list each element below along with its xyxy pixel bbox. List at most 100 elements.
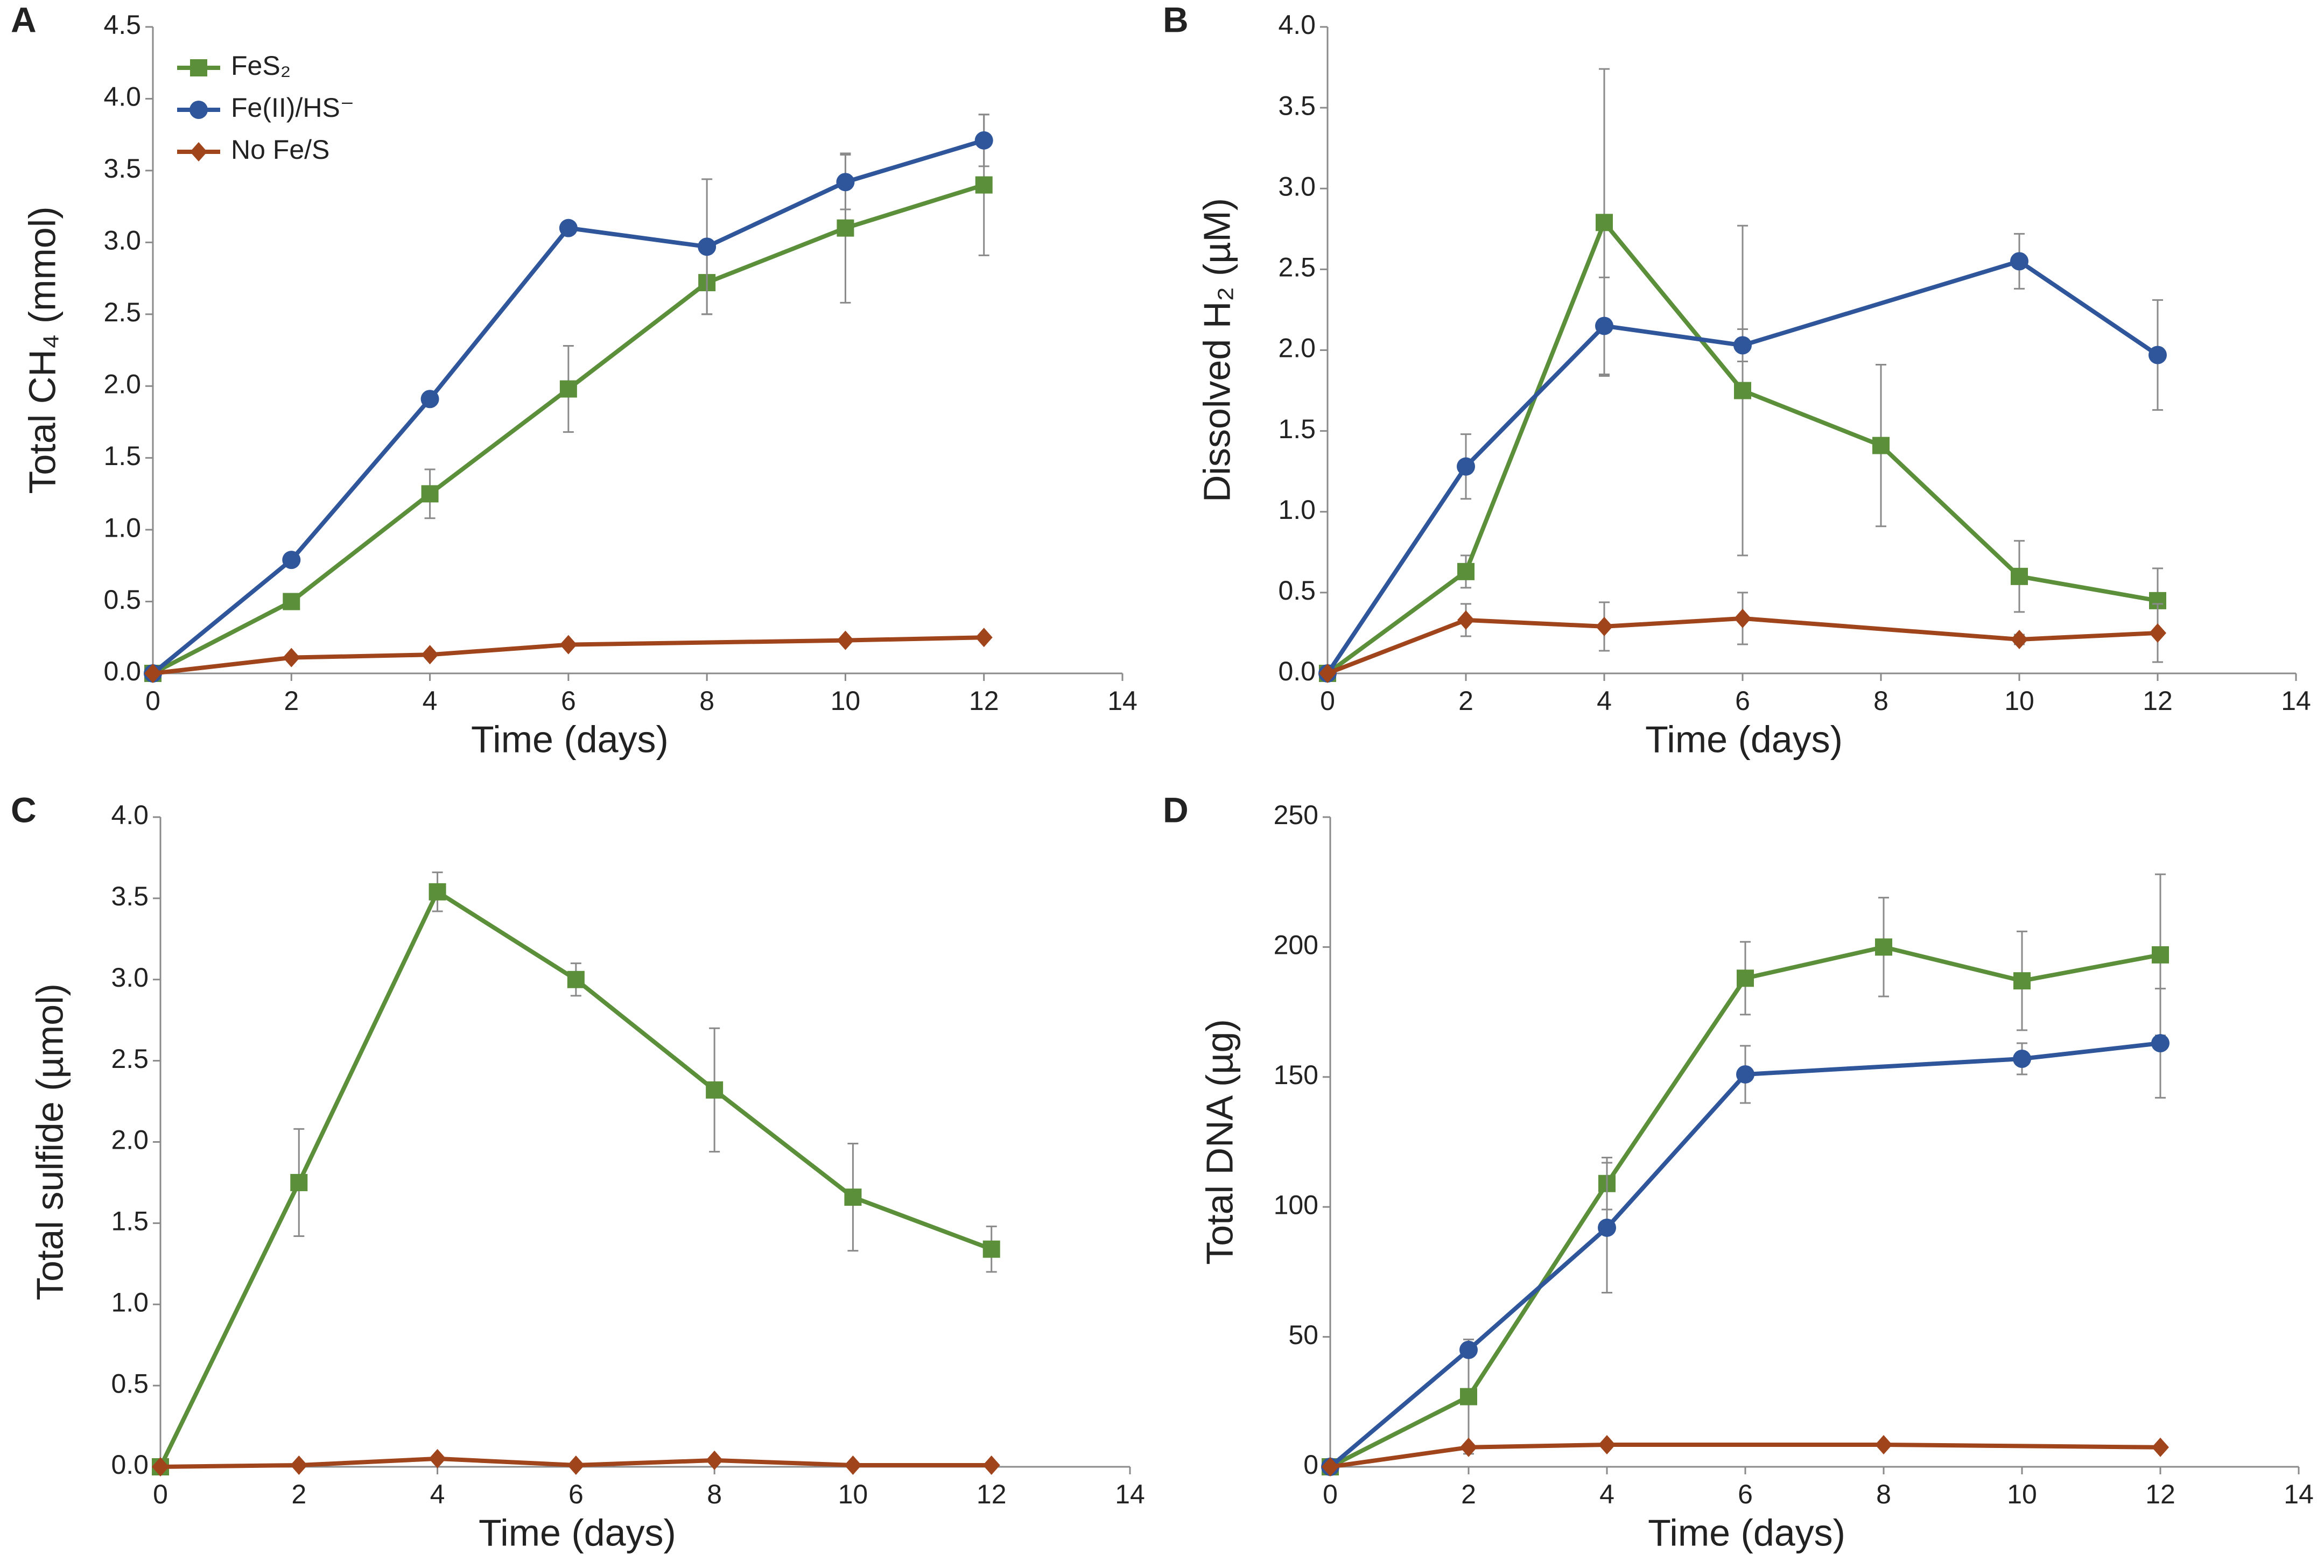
panel-label: B [1163,0,1189,39]
y-axis-title: Total CH₄ (mmol) [21,206,63,494]
y-tick-label: 3.5 [103,153,141,184]
x-tick-label: 6 [568,1479,584,1509]
marker [559,635,577,655]
marker [1595,317,1613,335]
x-tick-label: 0 [145,686,160,716]
marker [836,173,855,192]
marker [1734,382,1751,399]
marker [1322,1457,1339,1476]
marker [2151,1034,2169,1053]
x-tick-label: 8 [1876,1479,1891,1509]
marker [1596,214,1613,231]
y-tick-label: 150 [1274,1060,1318,1090]
marker [982,1455,1000,1475]
y-tick-label: 1.0 [103,512,141,543]
x-tick-label: 4 [423,686,438,716]
legend-marker [189,101,208,119]
x-tick-label: 4 [430,1479,445,1509]
y-tick-label: 2.5 [111,1044,149,1074]
x-tick-label: 10 [2004,686,2034,716]
y-tick-label: 2.0 [103,369,141,399]
y-tick-label: 2.5 [1278,252,1316,283]
series-line [1329,945,2161,1469]
y-axis-title: Total sulfide (µmol) [29,983,71,1300]
y-tick-label: 1.0 [1278,495,1316,525]
y-tick-label: 4.0 [111,800,149,830]
y-tick-label: 2.5 [103,297,141,327]
marker [144,664,162,683]
marker [567,971,585,988]
marker [2149,623,2166,643]
x-tick-label: 6 [561,686,576,716]
y-tick-label: 50 [1288,1320,1318,1350]
x-tick-label: 10 [831,686,861,716]
y-tick-label: 250 [1274,800,1318,830]
x-tick-label: 8 [1873,686,1888,716]
x-tick-label: 2 [1461,1479,1476,1509]
x-tick-label: 10 [838,1479,868,1509]
marker [844,1189,862,1206]
marker [290,1455,308,1475]
series-line [1325,259,2159,675]
marker [1457,610,1475,630]
y-tick-label: 1.5 [111,1206,149,1236]
marker [283,593,300,610]
y-tick-label: 3.5 [111,881,149,911]
x-tick-label: 12 [2143,686,2173,716]
y-axis-title: Total DNA (µg) [1198,1019,1240,1265]
x-tick-label: 6 [1738,1479,1753,1509]
marker [698,237,717,256]
marker [975,176,993,194]
y-tick-label: 0.0 [111,1450,149,1480]
marker [982,1240,1000,1258]
y-tick-label: 0.0 [1278,656,1316,686]
x-tick-label: 8 [699,686,714,716]
x-tick-label: 0 [1323,1479,1338,1509]
series-line [1326,616,2158,676]
x-tick-label: 6 [1735,686,1750,716]
marker [1319,664,1336,683]
marker [421,485,439,503]
y-tick-label: 3.0 [103,226,141,256]
marker [1460,1388,1477,1405]
marker [2013,972,2031,990]
marker [844,1455,862,1475]
x-tick-label: 2 [1458,686,1473,716]
x-tick-label: 14 [1115,1479,1145,1509]
x-tick-label: 14 [1107,686,1138,716]
y-tick-label: 4.5 [103,10,141,40]
marker [1457,562,1475,580]
marker [1737,969,1754,987]
y-tick-label: 4.0 [1278,10,1316,40]
marker [1459,1340,1478,1359]
marker [2011,567,2028,585]
y-tick-label: 200 [1274,930,1318,960]
marker [1736,1065,1754,1084]
marker [2152,1437,2169,1457]
marker [290,1173,308,1191]
marker [429,1449,446,1468]
marker [1598,1435,1616,1454]
marker [282,551,301,569]
marker [1598,1218,1616,1237]
marker [1872,437,1890,454]
marker [2011,629,2028,649]
marker [706,1450,724,1470]
x-tick-label: 10 [2007,1479,2037,1509]
x-axis-title: Time (days) [471,718,669,760]
marker [1733,336,1752,355]
y-tick-label: 0 [1303,1450,1318,1480]
y-tick-label: 0.0 [103,656,141,686]
x-tick-label: 2 [291,1479,306,1509]
marker [1875,1435,1892,1454]
marker [2152,946,2169,964]
series-line [152,635,984,676]
y-tick-label: 0.5 [103,585,141,615]
x-tick-label: 0 [1320,686,1335,716]
marker [420,390,439,409]
x-tick-label: 14 [2284,1479,2314,1509]
marker [1460,1437,1477,1457]
x-axis-title: Time (days) [1645,718,1843,760]
y-tick-label: 3.0 [1278,171,1316,201]
marker [1875,938,1892,956]
